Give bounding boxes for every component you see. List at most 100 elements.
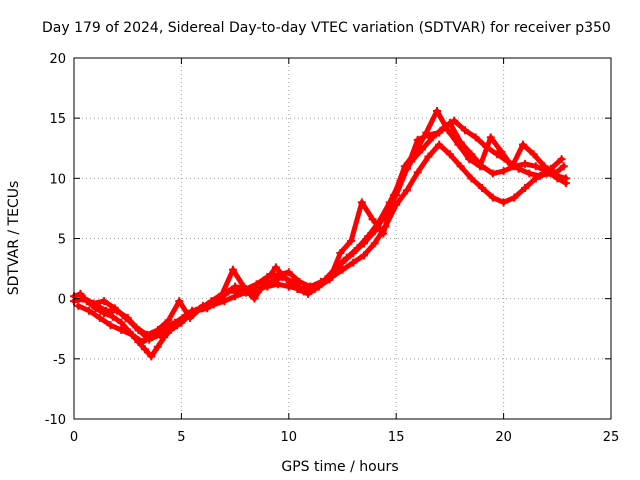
data-point: [400, 162, 409, 171]
data-point: [521, 183, 530, 192]
data-point: [553, 174, 562, 183]
data-point: [143, 330, 152, 339]
data-point: [454, 140, 463, 149]
x-axis-label: GPS time / hours: [281, 459, 398, 475]
data-point: [185, 313, 194, 322]
data-point: [521, 159, 530, 168]
data-point: [132, 323, 141, 332]
data-point: [531, 162, 540, 171]
data-point: [471, 133, 480, 142]
data-point: [508, 162, 517, 171]
data-point: [433, 106, 442, 115]
data-point: [170, 318, 179, 327]
x-tick-label: 15: [388, 430, 405, 445]
data-point: [100, 297, 109, 306]
data-point: [110, 304, 119, 313]
data-point: [445, 150, 454, 159]
data-point: [218, 289, 227, 298]
data-point: [102, 306, 111, 315]
data-point: [411, 147, 420, 156]
data-point: [514, 164, 523, 173]
data-point: [338, 265, 347, 274]
data-point: [488, 193, 497, 202]
data-point: [478, 183, 487, 192]
data-point: [557, 155, 566, 164]
data-point: [85, 306, 94, 315]
series-layer: [70, 106, 570, 361]
data-point: [493, 150, 502, 159]
data-point: [450, 116, 459, 125]
data-point: [325, 275, 334, 284]
data-point: [153, 325, 162, 334]
data-point: [342, 253, 351, 262]
x-tick-label: 0: [70, 430, 78, 445]
data-point: [364, 232, 373, 241]
data-point: [196, 304, 205, 313]
data-point: [76, 289, 85, 298]
axis-ticks: 0 5 10 15 20 25 -10 -5 0 5 10 15 20: [45, 52, 620, 445]
y-tick-label: 20: [49, 52, 66, 67]
data-point: [293, 285, 302, 294]
chart-title: Day 179 of 2024, Sidereal Day-to-day VTE…: [42, 20, 611, 36]
data-point: [499, 167, 508, 176]
x-tick-label: 5: [177, 430, 185, 445]
data-point: [465, 155, 474, 164]
x-tick-label: 20: [495, 430, 512, 445]
y-tick-label: 5: [58, 233, 66, 248]
data-point: [460, 126, 469, 135]
data-point: [413, 168, 422, 177]
data-point: [228, 265, 237, 274]
data-point: [117, 318, 126, 327]
y-tick-label: -10: [45, 413, 66, 428]
data-point: [147, 352, 156, 361]
data-point: [357, 198, 366, 207]
data-point: [282, 275, 291, 284]
data-point: [390, 191, 399, 200]
y-tick-label: 15: [49, 112, 66, 127]
x-tick-label: 10: [281, 430, 298, 445]
data-point: [370, 239, 379, 248]
data-point: [435, 140, 444, 149]
data-point: [239, 282, 248, 291]
data-point: [336, 248, 345, 257]
data-point: [402, 186, 411, 195]
data-point: [428, 133, 437, 142]
series-line-track-d: [80, 108, 567, 338]
data-point: [250, 294, 259, 303]
data-point: [443, 126, 452, 135]
data-point: [127, 330, 136, 339]
data-point: [95, 313, 104, 322]
data-point: [347, 236, 356, 245]
y-axis-label: SDTVAR / TECUs: [6, 181, 22, 296]
data-point: [379, 229, 388, 238]
data-point: [89, 299, 98, 308]
data-point: [424, 152, 433, 161]
data-point: [368, 215, 377, 224]
data-point: [314, 282, 323, 291]
grid-lines: [74, 58, 611, 419]
data-point: [551, 169, 560, 178]
data-point: [422, 128, 431, 137]
y-tick-label: -5: [53, 353, 66, 368]
data-point: [486, 133, 495, 142]
data-point: [261, 277, 270, 286]
data-point: [536, 171, 545, 180]
data-point: [353, 244, 362, 253]
data-point: [540, 162, 549, 171]
series-line-track-b: [71, 120, 569, 343]
data-point: [559, 162, 568, 171]
data-point: [207, 297, 216, 306]
data-point: [252, 280, 261, 289]
data-point: [349, 258, 358, 267]
data-point: [456, 162, 465, 171]
data-point: [138, 337, 147, 346]
data-point: [518, 140, 527, 149]
y-tick-label: 10: [49, 172, 66, 187]
series-markers-track-d: [78, 106, 568, 339]
data-point: [175, 297, 184, 306]
x-tick-label: 25: [603, 430, 620, 445]
data-point: [475, 162, 484, 171]
data-point: [117, 325, 126, 334]
y-tick-label: 0: [58, 293, 66, 308]
